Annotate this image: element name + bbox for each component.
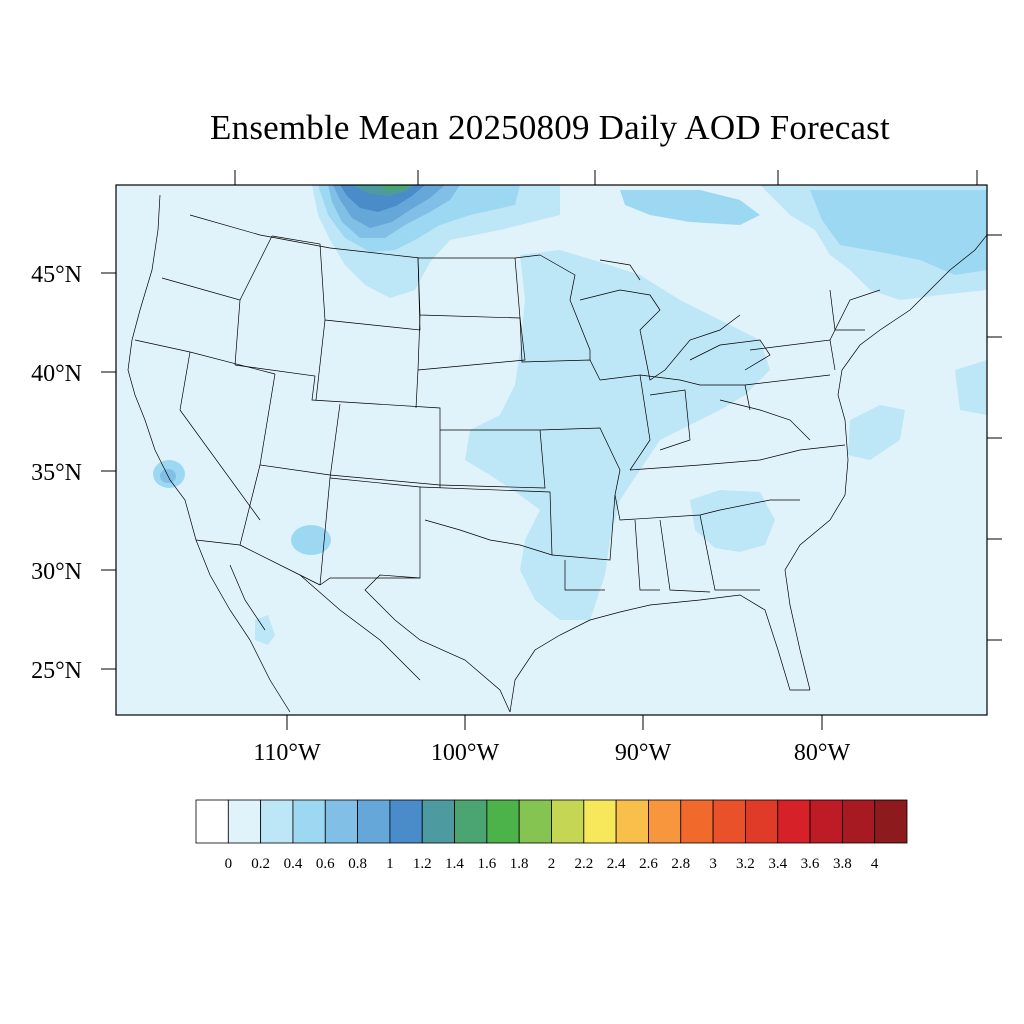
colorbar-swatch: [615, 799, 649, 844]
colorbar-swatch: [292, 799, 326, 844]
colorbar-swatch: [551, 799, 585, 844]
aod-region-east-edge: [955, 360, 987, 415]
colorbar-tick-label: 2.8: [671, 856, 690, 872]
colorbar-tick-label: 4: [871, 856, 879, 872]
colorbar-swatch: [809, 799, 843, 844]
colorbar-swatch: [357, 799, 391, 844]
colorbar-tick-label: 2.6: [639, 856, 658, 872]
colorbar-tick-label: 0.8: [348, 856, 367, 872]
aod-region-plume-14: [378, 185, 410, 191]
right-ticks: [987, 234, 1002, 641]
colorbar-tick-label: 0.4: [284, 856, 303, 872]
colorbar-swatch: [841, 799, 876, 844]
colorbar-tick-label: 3.4: [768, 856, 787, 872]
map-title: Ensemble Mean 20250809 Daily AOD Forecas…: [210, 108, 890, 147]
colorbar-swatch: [777, 799, 811, 844]
lat-label-40: 40°N: [31, 361, 82, 387]
colorbar-tick-label: 0.2: [251, 856, 270, 872]
colorbar-swatch: [421, 799, 455, 844]
top-ticks: [234, 170, 978, 185]
colorbar-tick-label: 1: [386, 856, 394, 872]
map-frame: [115, 184, 988, 716]
colorbar-swatch: [874, 799, 908, 844]
lat-label-30: 30°N: [31, 559, 82, 585]
left-ticks: [101, 272, 116, 670]
aod-region-southeast: [690, 490, 775, 552]
lon-label-90w: 90°W: [615, 740, 672, 766]
lon-label-80w: 80°W: [794, 740, 851, 766]
lat-label-45: 45°N: [31, 262, 82, 288]
lon-label-100w: 100°W: [431, 740, 500, 766]
colorbar-tick-label: 3.8: [833, 856, 852, 872]
aod-field: [116, 185, 987, 715]
bottom-ticks: [286, 715, 823, 730]
colorbar-swatch: [195, 799, 229, 844]
colorbar-tick-label: 0: [225, 856, 233, 872]
colorbar-swatch: [486, 799, 520, 844]
aod-region-arizona: [291, 525, 331, 555]
colorbar: 0 0.2 0.4 0.6 0.8 1 1.2 1.4 1.6 1.8 2 2.2 2.4 2.6 2.8 3…: [195, 799, 908, 872]
colorbar-swatch: [712, 799, 746, 844]
colorbar-tick-label: 1.4: [445, 856, 464, 872]
aod-region-atlantic: [848, 405, 905, 460]
aod-region-quebec: [620, 190, 760, 225]
colorbar-swatch: [324, 799, 358, 844]
colorbar-tick-label: 1.2: [413, 856, 432, 872]
colorbar-tick-label: 1.8: [510, 856, 529, 872]
colorbar-swatch: [680, 799, 714, 844]
lon-label-110w: 110°W: [253, 740, 321, 766]
colorbar-tick-label: 2.4: [607, 856, 626, 872]
colorbar-swatch: [260, 799, 294, 844]
state-borders: [127, 194, 987, 713]
colorbar-swatch: [454, 799, 488, 844]
lat-label-25: 25°N: [31, 658, 82, 684]
colorbar-swatch: [518, 799, 552, 844]
colorbar-tick-label: 3: [709, 856, 717, 872]
lon-labels: 110°W 100°W 90°W 80°W: [253, 740, 850, 766]
colorbar-swatch: [583, 799, 617, 844]
colorbar-tick-label: 3.6: [801, 856, 820, 872]
colorbar-tick-label: 3.2: [736, 856, 755, 872]
colorbar-swatch: [648, 799, 682, 844]
colorbar-tick-label: 1.6: [477, 856, 496, 872]
colorbar-swatch: [745, 799, 779, 844]
colorbar-swatch: [227, 799, 262, 844]
lat-labels: 45°N 40°N 35°N 30°N 25°N: [31, 262, 82, 684]
colorbar-tick-label: 2: [548, 856, 556, 872]
colorbar-swatch: [389, 799, 423, 844]
aod-region-midwest: [465, 250, 770, 620]
colorbar-tick-label: 2.2: [574, 856, 593, 872]
colorbar-tick-label: 0.6: [316, 856, 335, 872]
aod-region-northeast-core: [810, 190, 987, 275]
lat-label-35: 35°N: [31, 460, 82, 486]
